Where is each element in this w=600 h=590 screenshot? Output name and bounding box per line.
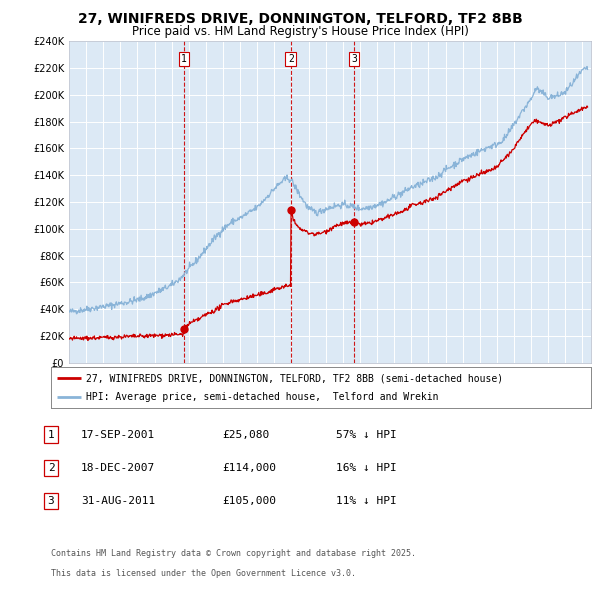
Text: £105,000: £105,000 xyxy=(222,496,276,506)
Text: 2: 2 xyxy=(47,463,55,473)
Text: 57% ↓ HPI: 57% ↓ HPI xyxy=(336,430,397,440)
Text: 11% ↓ HPI: 11% ↓ HPI xyxy=(336,496,397,506)
Text: This data is licensed under the Open Government Licence v3.0.: This data is licensed under the Open Gov… xyxy=(51,569,356,578)
Text: Price paid vs. HM Land Registry's House Price Index (HPI): Price paid vs. HM Land Registry's House … xyxy=(131,25,469,38)
Text: £25,080: £25,080 xyxy=(222,430,269,440)
Text: 16% ↓ HPI: 16% ↓ HPI xyxy=(336,463,397,473)
Text: £114,000: £114,000 xyxy=(222,463,276,473)
Text: 1: 1 xyxy=(181,54,187,64)
Text: 3: 3 xyxy=(47,496,55,506)
Text: 18-DEC-2007: 18-DEC-2007 xyxy=(81,463,155,473)
Text: 27, WINIFREDS DRIVE, DONNINGTON, TELFORD, TF2 8BB: 27, WINIFREDS DRIVE, DONNINGTON, TELFORD… xyxy=(77,12,523,26)
Text: Contains HM Land Registry data © Crown copyright and database right 2025.: Contains HM Land Registry data © Crown c… xyxy=(51,549,416,558)
Text: 2: 2 xyxy=(288,54,294,64)
Text: 27, WINIFREDS DRIVE, DONNINGTON, TELFORD, TF2 8BB (semi-detached house): 27, WINIFREDS DRIVE, DONNINGTON, TELFORD… xyxy=(86,373,503,383)
Text: 31-AUG-2011: 31-AUG-2011 xyxy=(81,496,155,506)
Text: 3: 3 xyxy=(351,54,357,64)
Text: 1: 1 xyxy=(47,430,55,440)
Text: 17-SEP-2001: 17-SEP-2001 xyxy=(81,430,155,440)
Text: HPI: Average price, semi-detached house,  Telford and Wrekin: HPI: Average price, semi-detached house,… xyxy=(86,392,439,402)
